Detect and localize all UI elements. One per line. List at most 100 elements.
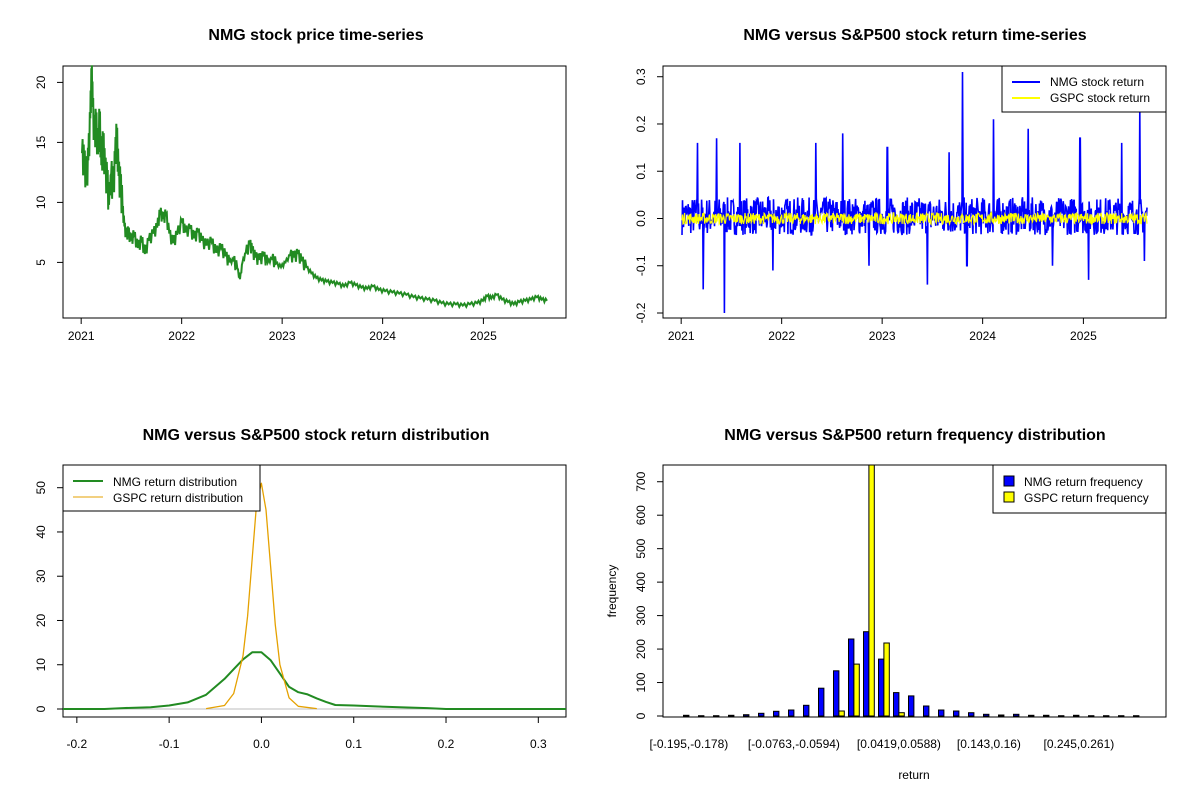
legend-distribution: NMG return distribution GSPC return dist…	[62, 464, 261, 512]
panel-frequency: NMG versus S&P500 return frequency distr…	[605, 427, 1167, 782]
x-tick-label: 2021	[668, 329, 695, 343]
ylabel-frequency: frequency	[605, 565, 619, 618]
price-axes: 2021 2022 2023 2024 2025 5 10 15 20	[34, 75, 497, 343]
plot-frame-frequency	[662, 464, 1167, 718]
x-tick-label: 2025	[1070, 329, 1097, 343]
nmg-frequency-bar	[1013, 713, 1020, 717]
legend-swatch-gspc-freq	[1003, 491, 1015, 503]
x-tick-label: 0.0	[253, 737, 270, 751]
x-tick-label: [0.0419,0.0588)	[857, 737, 941, 751]
y-tick-label: 700	[634, 471, 648, 491]
nmg-frequency-bar	[758, 712, 765, 717]
y-tick-label: 0.0	[634, 210, 648, 227]
x-tick-label: 2022	[768, 329, 795, 343]
y-tick-label: 20	[34, 613, 48, 627]
nmg-frequency-bar	[788, 709, 795, 717]
nmg-frequency-bar	[1028, 714, 1035, 717]
y-tick-label: 0	[634, 712, 648, 719]
y-tick-label: 15	[34, 135, 48, 149]
y-tick-label: 10	[34, 195, 48, 209]
gspc-frequency-bar	[883, 642, 890, 717]
nmg-frequency-bar	[1073, 714, 1080, 717]
nmg-frequency-bar	[878, 658, 885, 717]
x-tick-label: 2021	[68, 329, 95, 343]
legend-label-nmg-return: NMG stock return	[1050, 75, 1144, 89]
gspc-frequency-bar	[868, 464, 875, 717]
legend-box-return-ts	[1001, 65, 1167, 113]
nmg-frequency-bar	[848, 638, 855, 717]
nmg-frequency-bar	[743, 714, 750, 717]
price-marks	[81, 65, 548, 310]
plot-frame-distribution	[62, 464, 567, 718]
nmg-frequency-bar	[803, 704, 810, 717]
y-tick-label: 600	[634, 505, 648, 525]
nmg-frequency-bar	[968, 712, 975, 717]
legend-box-distribution	[62, 464, 261, 512]
y-tick-label: -0.2	[634, 302, 648, 323]
x-tick-label: -0.2	[67, 737, 88, 751]
y-tick-label: 5	[34, 259, 48, 266]
x-tick-label: 0.2	[438, 737, 455, 751]
y-tick-label: 0.1	[634, 163, 648, 180]
x-tick-label: 2025	[470, 329, 497, 343]
nmg-frequency-bar	[938, 709, 945, 717]
gspc-frequency-bar	[898, 712, 905, 717]
y-tick-label: 200	[634, 639, 648, 659]
x-tick-label: 2023	[269, 329, 296, 343]
frequency-axes: [-0.195,-0.178) [-0.0763,-0.0594) [0.0419,…	[634, 471, 1114, 751]
nmg-density-line	[63, 651, 566, 710]
nmg-frequency-bar	[833, 670, 840, 717]
x-tick-label: 2024	[969, 329, 996, 343]
panel-distribution: NMG versus S&P500 stock return distribut…	[34, 427, 567, 751]
y-tick-label: 50	[34, 481, 48, 495]
nmg-frequency-bar	[773, 710, 780, 717]
title-frequency: NMG versus S&P500 return frequency distr…	[724, 427, 1105, 444]
x-tick-label: [0.143,0.16)	[957, 737, 1021, 751]
y-tick-label: 300	[634, 605, 648, 625]
x-tick-label: 0.3	[530, 737, 547, 751]
nmg-frequency-bar	[983, 713, 990, 717]
nmg-frequency-bar	[893, 692, 900, 717]
return-ts-marks	[681, 71, 1148, 314]
distribution-axes: -0.2 -0.1 0.0 0.1 0.2 0.3 0 10 20 30 40 50	[34, 481, 547, 751]
y-tick-label: 0.2	[634, 115, 648, 132]
nmg-frequency-bar	[908, 695, 915, 717]
x-tick-label: [0.245,0.261)	[1044, 737, 1115, 751]
y-tick-label: 0	[34, 705, 48, 712]
x-tick-label: [-0.195,-0.178)	[650, 737, 729, 751]
y-tick-label: 10	[34, 658, 48, 672]
y-tick-label: 0.3	[634, 68, 648, 85]
gspc-density-line	[205, 482, 317, 710]
plot-frame-return-ts	[662, 65, 1167, 319]
gspc-frequency-bar	[838, 710, 845, 717]
nmg-price-line	[81, 65, 548, 310]
title-distribution: NMG versus S&P500 stock return distribut…	[143, 427, 490, 444]
gspc-frequency-bar	[853, 663, 860, 717]
frequency-marks	[683, 464, 1140, 717]
plot-frame-price	[62, 65, 567, 319]
nmg-frequency-bar	[683, 714, 690, 717]
nmg-frequency-bar	[953, 710, 960, 717]
nmg-frequency-bar	[728, 714, 735, 717]
y-tick-label: 500	[634, 538, 648, 558]
legend-label-gspc-freq: GSPC return frequency	[1024, 491, 1149, 505]
x-tick-label: 2022	[168, 329, 195, 343]
x-tick-label: 2023	[869, 329, 896, 343]
legend-label-nmg-freq: NMG return frequency	[1024, 475, 1143, 489]
legend-swatch-nmg-freq	[1003, 475, 1015, 487]
y-tick-label: 20	[34, 75, 48, 89]
panel-return-ts: NMG versus S&P500 stock return time-seri…	[634, 27, 1167, 343]
xlabel-frequency: return	[898, 768, 929, 782]
nmg-frequency-bar	[998, 714, 1005, 717]
legend-return-ts: NMG stock return GSPC stock return	[1001, 65, 1167, 113]
nmg-return-line	[681, 71, 1148, 314]
distribution-marks	[63, 482, 566, 710]
y-tick-label: 100	[634, 672, 648, 692]
nmg-frequency-bar	[818, 687, 825, 717]
title-price: NMG stock price time-series	[208, 27, 423, 44]
nmg-frequency-bar	[923, 705, 930, 717]
gspc-return-line	[681, 210, 1148, 227]
legend-box-frequency	[992, 464, 1167, 514]
